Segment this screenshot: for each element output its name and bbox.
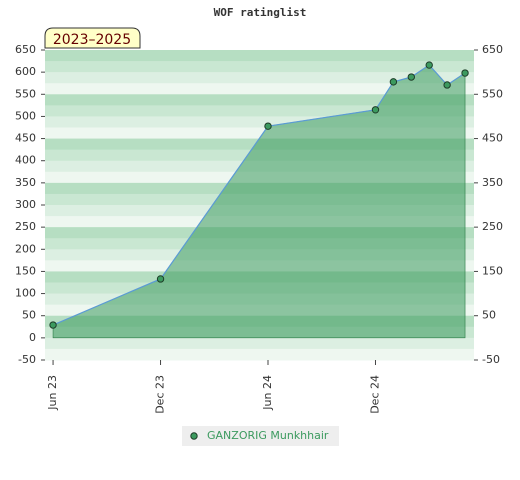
x-tick-label: Jun 24 — [261, 375, 274, 411]
point — [461, 69, 469, 77]
y-tick-label: 400 — [15, 154, 36, 167]
point — [389, 78, 398, 86]
point — [371, 106, 380, 114]
grid-band — [45, 61, 474, 73]
y-tick-label: 50 — [22, 309, 36, 322]
annotation: 2023–2025 — [53, 32, 131, 48]
y-tick-label: 250 — [15, 220, 36, 233]
y-tick-label: 650 — [15, 43, 36, 56]
y-tick-label: 200 — [15, 242, 36, 255]
y2-tick-label: 450 — [482, 132, 503, 145]
y2-tick-label: 650 — [482, 43, 503, 56]
grid-band — [45, 83, 474, 95]
x-tick-label: Dec 24 — [368, 375, 381, 414]
legend-marker — [190, 432, 198, 440]
grid-band — [45, 50, 474, 62]
point — [407, 73, 416, 81]
x-tick-label: Jun 23 — [46, 375, 59, 411]
y-tick-label: 350 — [15, 176, 36, 189]
y2-tick-label: 250 — [482, 220, 503, 233]
grid-band — [45, 348, 474, 361]
y2-tick-label: 350 — [482, 176, 503, 189]
y2-tick-label: 550 — [482, 87, 503, 100]
legend-box — [182, 426, 339, 446]
grid-band — [45, 337, 474, 350]
grid-band — [45, 105, 474, 117]
y-tick-label: 300 — [15, 198, 36, 211]
chart-title: WOF ratinglist — [214, 6, 307, 19]
y-tick-label: 100 — [15, 287, 36, 300]
y-tick-label: -50 — [18, 353, 36, 366]
y2-tick-label: 150 — [482, 264, 503, 277]
y-tick-label: 600 — [15, 65, 36, 78]
y-tick-label: 0 — [29, 331, 36, 344]
x-tick-label: Dec 23 — [154, 375, 167, 414]
y2-tick-label: -50 — [482, 353, 500, 366]
point — [264, 122, 272, 130]
y-tick-label: 550 — [15, 87, 36, 100]
y-tick-label: 500 — [15, 109, 36, 122]
point — [49, 321, 57, 329]
plot — [49, 61, 469, 339]
y-tick-label: 150 — [15, 264, 36, 277]
grid-band — [45, 116, 474, 128]
y-tick-label: 450 — [15, 132, 36, 145]
annotation-box — [44, 27, 141, 49]
point — [425, 61, 433, 69]
grid-band — [45, 94, 474, 106]
y2-tick-label: 50 — [482, 309, 496, 322]
point — [443, 81, 451, 89]
legend-label: GANZORIG Munkhhair — [207, 429, 329, 442]
point — [156, 275, 165, 283]
grid-band — [45, 127, 474, 140]
grid-band — [45, 72, 474, 84]
